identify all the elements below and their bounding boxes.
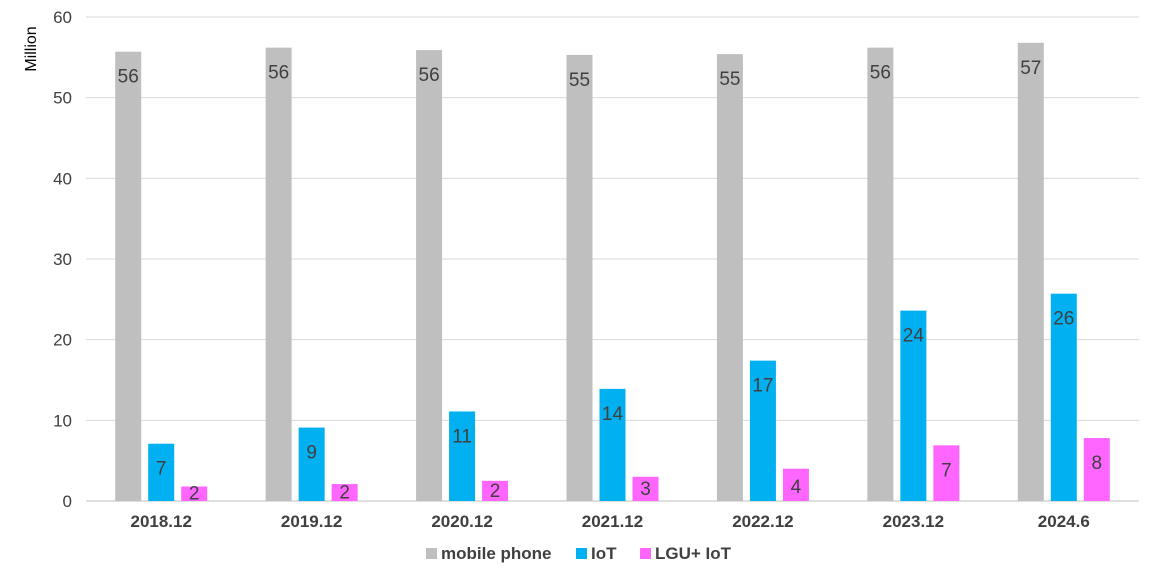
data-label: 3 [640,479,651,500]
bar-iot [148,443,175,501]
x-tick-label: 2023.12 [883,512,944,531]
bar-iot [449,411,476,501]
bar-lgu-iot [181,486,208,501]
data-label: 17 [752,376,773,397]
legend-label: mobile phone [441,544,552,563]
bar-mobile-phone [1017,42,1044,502]
data-label: 9 [306,443,317,464]
x-tick-label: 2024.6 [1038,512,1090,531]
bar-mobile-phone [265,47,292,502]
y-tick-label: 40 [53,169,72,188]
data-label: 57 [1020,58,1041,79]
legend-label: LGU+ IoT [655,544,732,563]
gridlines [86,16,1139,502]
y-tick-label: 20 [53,331,72,350]
y-tick-label: 50 [53,89,72,108]
legend-swatch [640,548,651,559]
bar-lgu-iot [933,445,960,501]
x-tick-label: 2022.12 [732,512,793,531]
x-tick-label: 2019.12 [281,512,342,531]
y-tick-label: 0 [63,492,72,511]
bar-lgu-iot [632,476,659,501]
bar-lgu-iot [482,480,509,501]
legend-swatch [576,548,587,559]
legend-label: IoT [591,544,617,563]
data-label: 7 [156,459,167,480]
data-label: 2 [189,484,200,505]
data-label: 26 [1053,309,1074,330]
x-tick-label: 2018.12 [130,512,191,531]
data-label: 4 [791,477,802,498]
legend-swatch [426,548,437,559]
data-label: 56 [419,65,440,86]
y-axis: 0 10 20 30 40 50 60 [53,8,72,511]
bar-mobile-phone [115,51,142,501]
bar-mobile-phone [416,50,443,501]
data-label: 24 [903,326,925,347]
bar-lgu-iot [1083,438,1110,501]
y-tick-label: 60 [53,8,72,27]
bar-iot [599,388,626,501]
bar-iot [298,427,325,501]
data-label: 8 [1091,453,1102,474]
y-axis-label: Million [23,26,40,71]
data-label: 11 [452,426,472,447]
data-label: 14 [602,404,624,425]
data-label: 56 [268,63,289,84]
data-label: 55 [719,69,740,90]
bar-lgu-iot [331,484,358,501]
bar-iot [1050,293,1077,501]
x-axis: 2018.12 2019.12 2020.12 2021.12 2022.12 2023.… [130,512,1089,531]
data-label: 2 [490,481,501,502]
x-tick-label: 2021.12 [582,512,643,531]
bar-mobile-phone [716,54,743,502]
y-tick-label: 30 [53,250,72,269]
bar-mobile-phone [867,47,894,502]
data-label: 2 [339,483,350,504]
bar-lgu-iot [782,468,809,501]
bar-iot [749,360,776,501]
bar-mobile-phone [566,54,593,502]
y-tick-label: 10 [53,411,72,430]
data-label: 55 [569,70,590,91]
x-tick-label: 2020.12 [431,512,492,531]
bar-iot [900,310,927,501]
bars: 56 7 2 56 9 2 56 11 2 55 14 3 55 17 4 56 24 7 57 26 8 [115,42,1110,505]
data-label: 56 [118,67,139,88]
data-label: 7 [941,460,952,481]
data-label: 56 [870,63,891,84]
legend: mobile phone IoT LGU+ IoT [426,544,732,563]
